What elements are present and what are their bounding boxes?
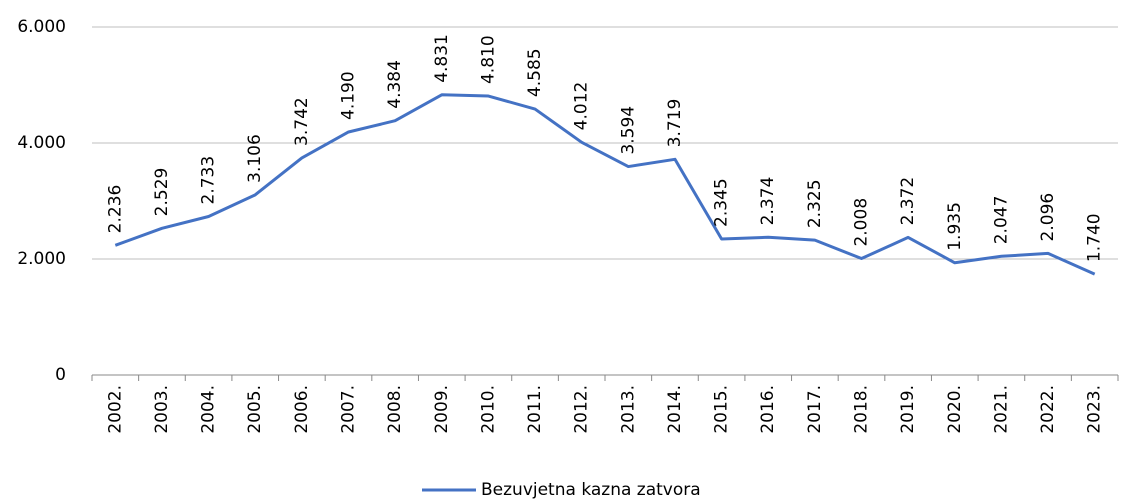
data-label: 2.008: [852, 198, 872, 247]
x-tick-label: 2023.: [1085, 385, 1105, 434]
data-label: 4.190: [339, 71, 359, 120]
data-label: 1.935: [945, 202, 965, 251]
data-label: 2.236: [105, 185, 125, 234]
data-label: 2.047: [991, 196, 1011, 245]
x-tick-label: 2007.: [339, 385, 359, 434]
x-tick-label: 2003.: [152, 385, 172, 434]
data-label: 2.372: [898, 177, 918, 226]
data-label: 2.096: [1038, 193, 1058, 242]
x-tick-label: 2021.: [991, 385, 1011, 434]
x-tick-label: 2006.: [292, 385, 312, 434]
data-label: 2.529: [152, 168, 172, 217]
y-tick-label: 4.000: [17, 133, 66, 153]
x-tick-label: 2010.: [478, 385, 498, 434]
x-tick-label: 2002.: [105, 385, 125, 434]
data-label: 4.810: [478, 35, 498, 84]
x-tick-label: 2012.: [572, 385, 592, 434]
x-tick-label: 2009.: [432, 385, 452, 434]
y-tick-label: 0: [55, 365, 66, 385]
data-label: 3.742: [292, 97, 312, 146]
x-tick-label: 2015.: [712, 385, 732, 434]
data-label: 2.374: [758, 177, 778, 226]
x-tick-label: 2005.: [245, 385, 265, 434]
data-label: 2.733: [199, 156, 219, 205]
legend-label: Bezuvjetna kazna zatvora: [481, 480, 701, 500]
x-tick-label: 2008.: [385, 385, 405, 434]
x-tick-label: 2020.: [945, 385, 965, 434]
x-tick-label: 2014.: [665, 385, 685, 434]
x-tick-label: 2011.: [525, 385, 545, 434]
x-tick-label: 2018.: [852, 385, 872, 434]
x-tick-label: 2016.: [758, 385, 778, 434]
x-tick-label: 2022.: [1038, 385, 1058, 434]
y-tick-label: 6.000: [17, 17, 66, 37]
data-label: 3.719: [665, 99, 685, 148]
data-label: 4.384: [385, 60, 405, 109]
x-tick-label: 2013.: [618, 385, 638, 434]
data-label: 3.106: [245, 134, 265, 183]
series-line: [114, 93, 1096, 276]
y-tick-label: 2.000: [17, 249, 66, 269]
data-label: 4.012: [572, 82, 592, 131]
data-label: 2.325: [805, 179, 825, 228]
data-label: 3.594: [618, 106, 638, 155]
x-tick-label: 2017.: [805, 385, 825, 434]
x-tick-label: 2004.: [199, 385, 219, 434]
data-label: 4.585: [525, 48, 545, 97]
data-label: 1.740: [1085, 213, 1105, 262]
x-tick-label: 2019.: [898, 385, 918, 434]
data-label: 2.345: [712, 178, 732, 227]
data-label: 4.831: [432, 34, 452, 83]
